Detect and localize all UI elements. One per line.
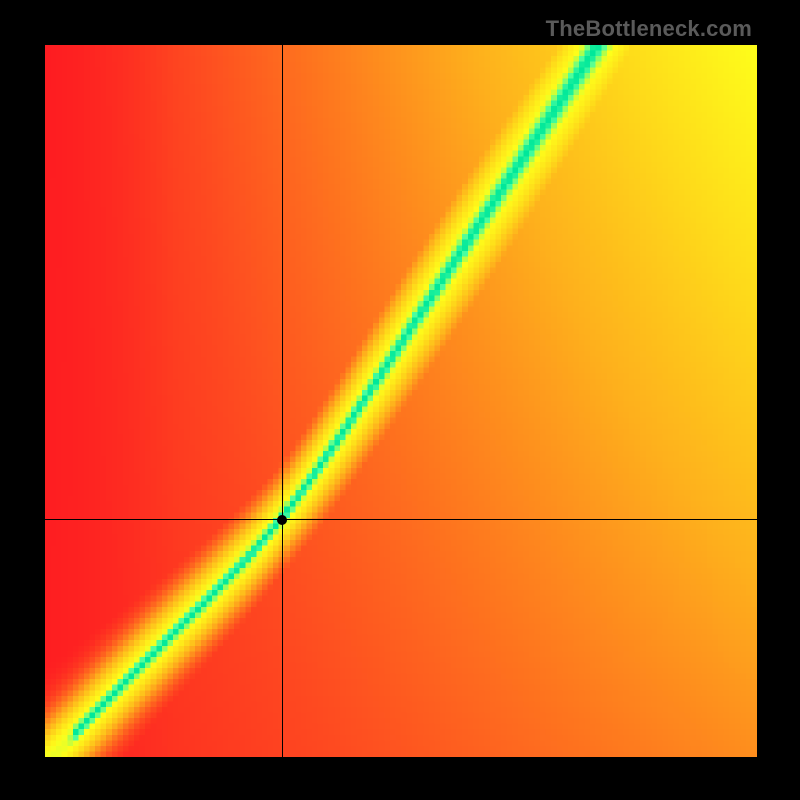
marker-dot: [277, 515, 287, 525]
crosshair-vertical: [282, 45, 283, 757]
crosshair-horizontal: [45, 519, 757, 520]
watermark-text: TheBottleneck.com: [546, 16, 752, 42]
chart-container: TheBottleneck.com: [0, 0, 800, 800]
bottleneck-heatmap: [45, 45, 757, 757]
